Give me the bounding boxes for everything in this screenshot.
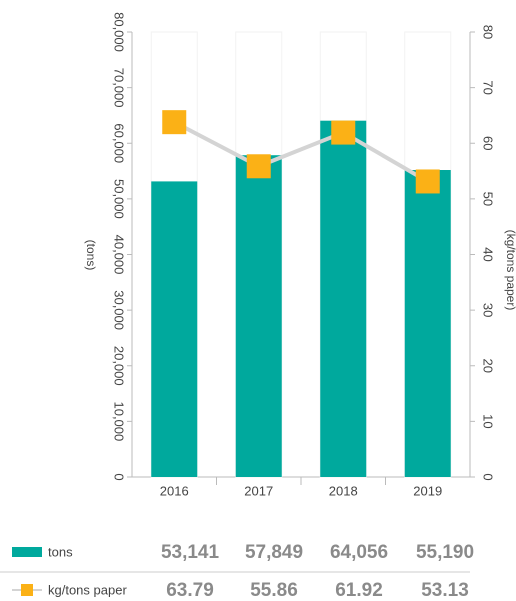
y2-tick-label: 20 xyxy=(481,359,496,373)
x-tick-label: 2016 xyxy=(160,483,189,498)
x-tick-label: 2019 xyxy=(413,483,442,498)
x-tick-label: 2018 xyxy=(329,483,358,498)
table-value: 57,849 xyxy=(245,542,303,563)
line-marker xyxy=(331,120,356,145)
y-tick-label: 40,000 xyxy=(112,235,127,275)
y2-tick-label: 60 xyxy=(481,136,496,150)
y-tick-label: 50,000 xyxy=(112,179,127,219)
y-tick-label: 0 xyxy=(112,473,127,480)
y-tick-label: 30,000 xyxy=(112,290,127,330)
y2-tick-label: 80 xyxy=(481,25,496,39)
y2-tick-label: 10 xyxy=(481,414,496,428)
y2-tick-label: 30 xyxy=(481,303,496,317)
y2-tick-label: 0 xyxy=(481,473,496,480)
legend-swatch-marker xyxy=(21,584,33,596)
y-tick-label: 60,000 xyxy=(112,123,127,163)
table-value: 64,056 xyxy=(330,542,388,563)
line-marker xyxy=(162,110,187,135)
bar xyxy=(151,181,198,477)
line-marker xyxy=(415,169,440,194)
y-tick-label: 80,000 xyxy=(112,12,127,52)
x-tick-label: 2017 xyxy=(244,483,273,498)
table-value: 53.13 xyxy=(421,580,469,601)
table-value: 63.79 xyxy=(166,580,214,601)
line xyxy=(173,120,429,184)
y-tick-label: 70,000 xyxy=(112,68,127,108)
bar xyxy=(320,120,367,477)
y-axis-label: (tons) xyxy=(84,240,98,271)
legend-label: kg/tons paper xyxy=(48,582,127,597)
y2-tick-label: 50 xyxy=(481,192,496,206)
bar xyxy=(404,170,451,478)
y2-axis-label: (kg/tons paper) xyxy=(504,230,516,311)
table-value: 53,141 xyxy=(161,542,220,563)
table-value: 61.92 xyxy=(335,580,383,601)
legend-swatch-bar xyxy=(12,547,42,557)
y-tick-label: 10,000 xyxy=(112,401,127,441)
y2-tick-label: 40 xyxy=(481,247,496,261)
line-marker xyxy=(246,154,271,179)
legend-label: tons xyxy=(48,544,73,559)
y2-tick-label: 70 xyxy=(481,80,496,94)
table-value: 55,190 xyxy=(416,542,474,563)
table-value: 55.86 xyxy=(250,580,298,601)
y-tick-label: 20,000 xyxy=(112,346,127,386)
bar xyxy=(235,155,282,477)
